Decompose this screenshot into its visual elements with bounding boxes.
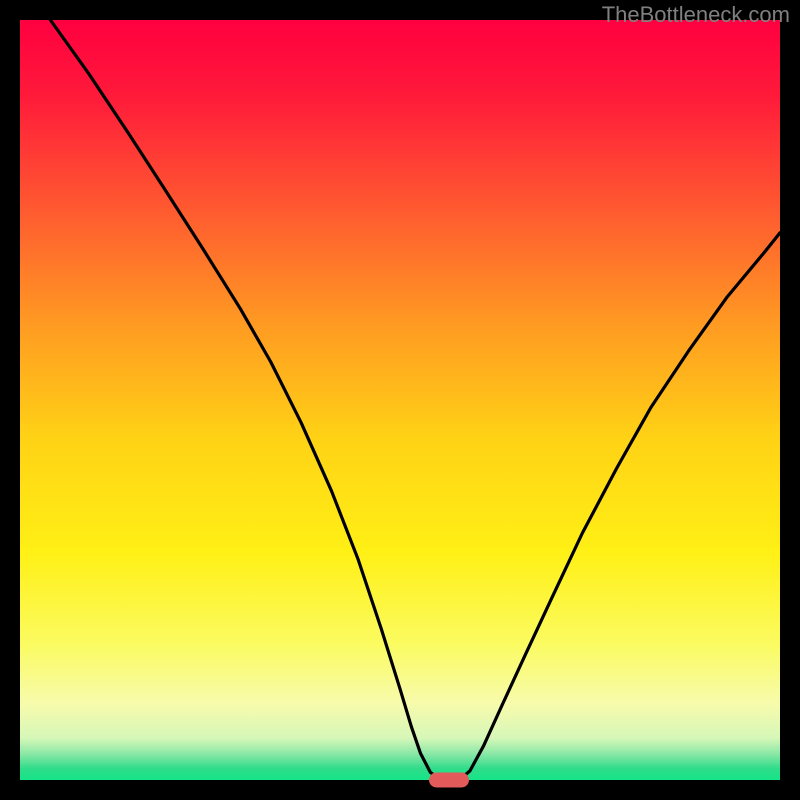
chart-canvas: TheBottleneck.com	[0, 0, 800, 800]
plot-area	[20, 20, 780, 780]
bottleneck-curve	[20, 20, 780, 780]
bottleneck-marker	[429, 773, 469, 788]
attribution-text: TheBottleneck.com	[602, 2, 790, 28]
